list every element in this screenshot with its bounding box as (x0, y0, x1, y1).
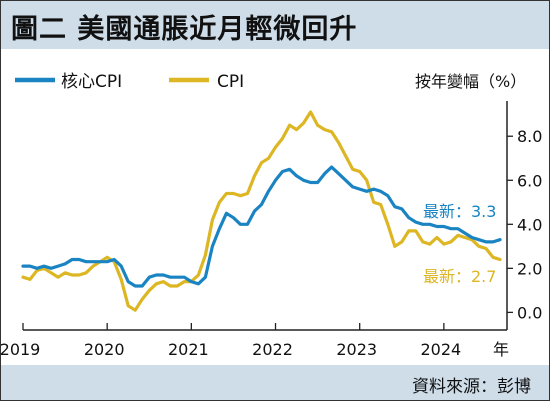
legend-label-core-cpi: 核心CPI (61, 72, 122, 92)
y-tick-label: 6.0 (517, 171, 542, 190)
annotation-latest-core-cpi: 最新：3.3 (423, 202, 496, 221)
x-tick-label: 2019 (1, 340, 40, 359)
legend: 核心CPI CPI (15, 72, 244, 92)
x-axis-unit: 年 (493, 340, 509, 359)
line-chart: 核心CPI CPI 按年變幅（%） 2019 2020 2021 2022 2023 20… (1, 72, 542, 359)
x-tick-label: 2022 (252, 340, 293, 359)
y-ticks: 0.0 2.0 4.0 6.0 8.0 (507, 127, 542, 322)
y-tick-label: 2.0 (517, 259, 542, 278)
y-axis-label: 按年變幅（%） (415, 72, 526, 91)
series-layer (21, 110, 502, 312)
y-tick-label: 4.0 (517, 215, 542, 234)
annotation-latest-cpi: 最新：2.7 (423, 267, 496, 286)
source-note: 資料來源：彭博 (412, 377, 531, 397)
x-tick-label: 2021 (168, 340, 209, 359)
legend-label-cpi: CPI (217, 72, 244, 92)
title-bar: 圖二 美國通脹近月輕微回升 (1, 1, 549, 49)
chart-title: 圖二 美國通脹近月輕微回升 (11, 14, 358, 45)
axes (23, 101, 508, 331)
y-tick-label: 0.0 (517, 303, 542, 322)
y-tick-label: 8.0 (517, 127, 542, 146)
x-tick-label: 2023 (336, 340, 377, 359)
series-line-core-cpi (21, 165, 502, 288)
x-tick-label: 2020 (84, 340, 125, 359)
x-ticks: 2019 2020 2021 2022 2023 2024 (1, 323, 461, 359)
x-tick-label: 2024 (421, 340, 462, 359)
footer-bar: 資料來源：彭博 (1, 365, 549, 400)
